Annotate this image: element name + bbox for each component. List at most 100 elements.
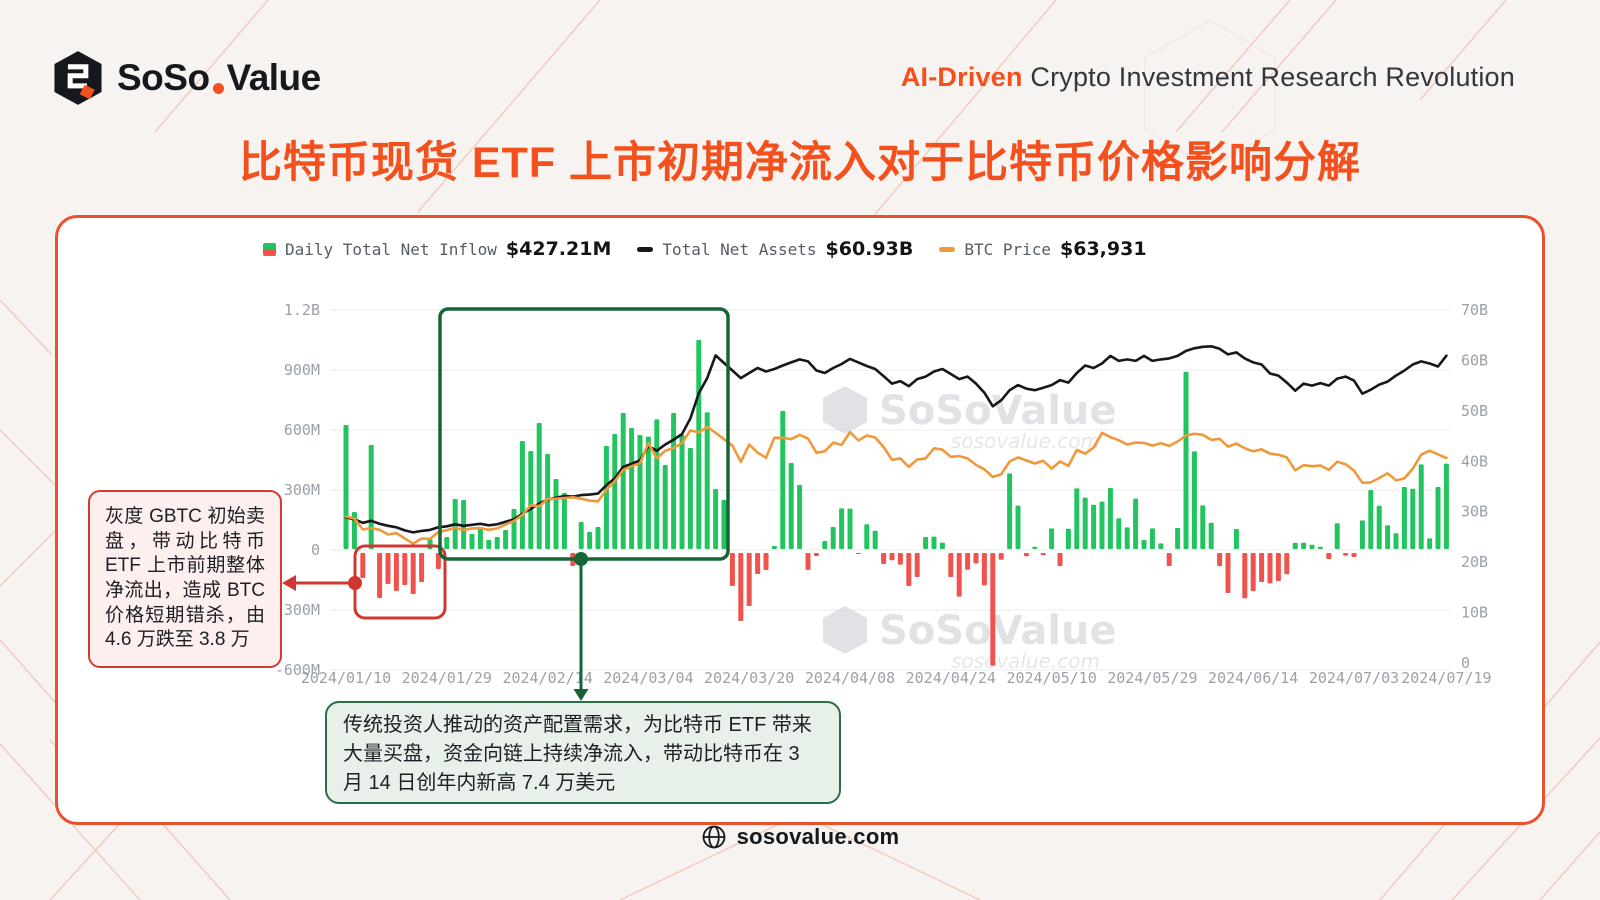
inflow-bar bbox=[780, 411, 786, 549]
inflow-bar bbox=[1275, 553, 1281, 581]
chart-card: 1.2B 900M 600M 300M 0 -300M -600M 70B 60B 50B 40B 3… bbox=[55, 215, 1545, 825]
inflow-bar bbox=[620, 413, 626, 549]
footer: sosovalue.com bbox=[0, 824, 1600, 850]
inflow-bar bbox=[1015, 505, 1021, 549]
inflow-bar bbox=[419, 553, 425, 582]
right-axis-tick-label: 50B bbox=[1461, 402, 1488, 420]
inflow-bar bbox=[368, 445, 374, 549]
inflow-bar bbox=[1166, 553, 1172, 566]
assets-dash-icon bbox=[637, 246, 654, 252]
inflow-bar bbox=[1040, 553, 1046, 556]
inflow-bar bbox=[755, 553, 761, 574]
inflow-bar bbox=[410, 553, 416, 594]
right-axis-tick-label: 40B bbox=[1461, 452, 1488, 470]
inflow-bar bbox=[830, 527, 836, 549]
watermark-logo-icon bbox=[823, 606, 867, 654]
inflow-swatch-icon bbox=[263, 242, 276, 256]
inflow-bar bbox=[771, 546, 777, 549]
x-axis-tick-label: 2024/03/04 bbox=[603, 669, 693, 687]
inflow-value: $427.21M bbox=[505, 238, 612, 260]
inflow-bar bbox=[1309, 544, 1315, 549]
legend-item-net-assets[interactable]: Total Net Assets $60.93B bbox=[637, 238, 913, 260]
etf-flow-chart: 1.2B 900M 600M 300M 0 -300M -600M 70B 60B 50B 40B 3… bbox=[275, 301, 1492, 701]
inflow-bar bbox=[797, 485, 803, 549]
legend-item-btc-price[interactable]: BTC Price $63,931 bbox=[939, 238, 1147, 260]
inflow-bars bbox=[343, 340, 1449, 666]
x-axis-tick-label: 2024/07/19 bbox=[1401, 669, 1491, 687]
inflow-bar bbox=[965, 553, 971, 570]
inflow-bar bbox=[1057, 553, 1063, 566]
x-axis-tick-label: 2024/07/03 bbox=[1309, 669, 1399, 687]
inflow-bar bbox=[511, 509, 517, 549]
inflow-bar bbox=[956, 553, 962, 597]
inflow-bar bbox=[1225, 553, 1231, 593]
inflow-bar bbox=[444, 537, 450, 549]
inflow-bar bbox=[595, 527, 601, 549]
brand-value: Value bbox=[226, 57, 322, 98]
inflow-bar bbox=[662, 465, 668, 549]
inflow-bar bbox=[923, 537, 929, 549]
inflow-bar bbox=[1141, 540, 1147, 549]
inflow-bar bbox=[393, 553, 399, 591]
left-axis-tick-label: 1.2B bbox=[284, 301, 320, 319]
inflow-annotation: 传统投资人推动的资产配置需求，为比特币 ETF 带来大量买盘，资金向链上持续净流… bbox=[325, 701, 841, 804]
x-axis-tick-label: 2024/06/14 bbox=[1208, 669, 1298, 687]
x-axis-tick-label: 2024/05/10 bbox=[1006, 669, 1096, 687]
left-axis-tick-label: -600M bbox=[275, 661, 320, 679]
tagline-highlight: AI-Driven bbox=[900, 62, 1023, 92]
inflow-bar bbox=[1007, 473, 1013, 549]
inflow-bar bbox=[486, 540, 492, 549]
chart-legend: Daily Total Net Inflow $427.21M Total Ne… bbox=[263, 238, 1147, 260]
sosovalue-logo-icon bbox=[54, 51, 102, 105]
inflow-bar bbox=[1385, 525, 1391, 549]
inflow-bar bbox=[839, 508, 845, 549]
inflow-bar bbox=[805, 553, 811, 570]
inflow-label: Daily Total Net Inflow bbox=[285, 239, 497, 259]
watermark-domain: sosovalue.com bbox=[951, 429, 1100, 453]
inflow-bar bbox=[822, 541, 828, 549]
inflow-bar bbox=[385, 553, 391, 584]
inflow-bar bbox=[1032, 546, 1038, 549]
watermark-logo-icon bbox=[823, 386, 867, 434]
inflow-bar bbox=[469, 534, 475, 549]
inflow-bar bbox=[939, 542, 945, 549]
x-axis-tick-label: 2024/01/29 bbox=[402, 669, 492, 687]
inflow-bar bbox=[343, 425, 349, 549]
connector-red-dot bbox=[348, 576, 362, 590]
inflow-bar bbox=[855, 553, 861, 554]
inflow-bar bbox=[1301, 542, 1307, 549]
inflow-bar bbox=[494, 537, 500, 549]
right-axis-tick-label: 20B bbox=[1461, 553, 1488, 571]
inflow-bar bbox=[1443, 463, 1449, 549]
globe-icon bbox=[702, 825, 725, 849]
inflow-bar bbox=[696, 340, 702, 549]
legend-item-net-inflow[interactable]: Daily Total Net Inflow $427.21M bbox=[263, 238, 611, 260]
price-value: $63,931 bbox=[1060, 238, 1147, 260]
inflow-bar bbox=[561, 493, 567, 549]
inflow-bar bbox=[1049, 528, 1055, 549]
inflow-bar bbox=[1191, 451, 1197, 549]
inflow-bar bbox=[1359, 520, 1365, 549]
inflow-bar bbox=[545, 454, 551, 549]
left-axis-tick-label: 600M bbox=[284, 421, 320, 439]
footer-site-link[interactable]: sosovalue.com bbox=[736, 824, 900, 849]
inflow-bar bbox=[1292, 542, 1298, 549]
inflow-bar bbox=[1217, 553, 1223, 566]
inflow-bar bbox=[1183, 371, 1189, 549]
inflow-bar bbox=[519, 441, 525, 549]
inflow-bar bbox=[881, 553, 887, 564]
right-axis-tick-label: 0 bbox=[1461, 654, 1470, 672]
connector-red-arrow-icon bbox=[282, 575, 296, 591]
inflow-bar bbox=[1317, 546, 1323, 549]
inflow-bar bbox=[435, 553, 441, 569]
inflow-bar bbox=[1259, 553, 1265, 582]
inflow-bar bbox=[1435, 487, 1441, 549]
inflow-bar bbox=[1091, 504, 1097, 549]
inflow-bar bbox=[1334, 523, 1340, 549]
tagline-rest: Crypto Investment Research Revolution bbox=[1022, 62, 1515, 92]
inflow-bar bbox=[377, 553, 383, 598]
price-dash-icon bbox=[939, 246, 956, 252]
assets-line bbox=[344, 345, 1448, 534]
